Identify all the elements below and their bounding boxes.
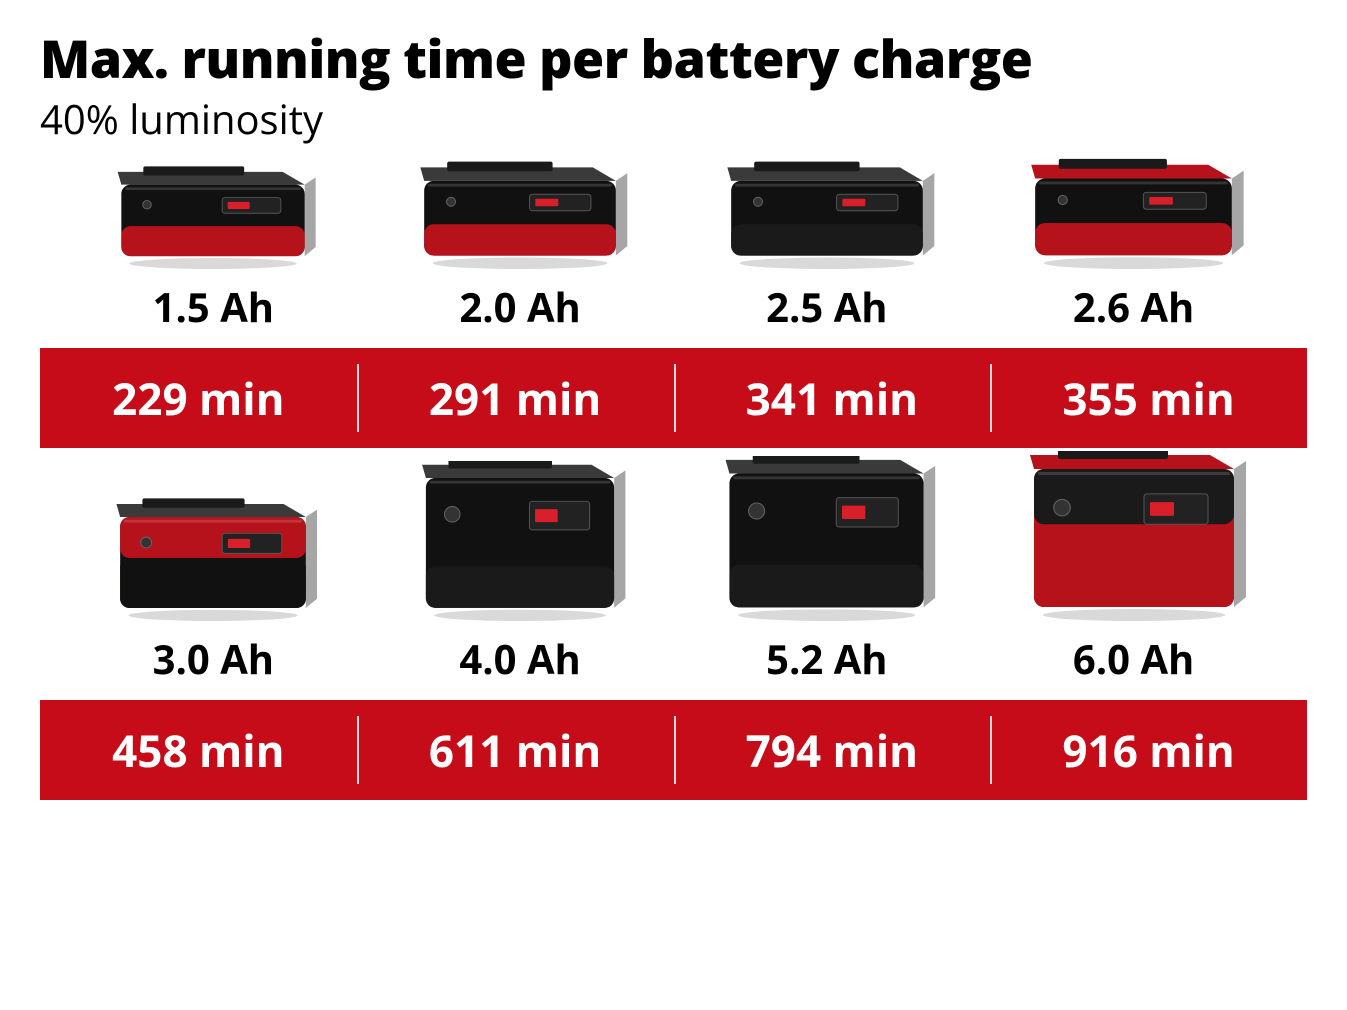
battery-icon: [704, 456, 949, 621]
runtime-value: 355 min: [990, 348, 1307, 448]
capacity-label: 2.6 Ah: [1073, 279, 1194, 334]
runtime-value: 229 min: [40, 348, 357, 448]
battery-cell: 2.5 Ah: [674, 174, 981, 334]
capacity-label: 3.0 Ah: [153, 631, 274, 686]
battery-icon: [98, 491, 328, 621]
battery-cell: 5.2 Ah: [674, 486, 981, 686]
battery-cell: 3.0 Ah: [60, 486, 367, 686]
battery-image: [400, 154, 640, 269]
runtime-value: 341 min: [674, 348, 991, 448]
capacity-label: 5.2 Ah: [766, 631, 887, 686]
battery-image: [400, 461, 640, 621]
runtime-value: 794 min: [674, 700, 991, 800]
battery-icon: [98, 159, 328, 269]
battery-icon: [400, 461, 640, 621]
battery-row: 1.5 Ah 2.0 Ah 2.5 Ah 2.6 Ah: [40, 174, 1307, 334]
battery-cell: 6.0 Ah: [980, 486, 1287, 686]
battery-cell: 2.6 Ah: [980, 174, 1287, 334]
battery-row: 3.0 Ah 4.0 Ah 5.2 Ah 6.0 Ah: [40, 486, 1307, 686]
battery-cell: 2.0 Ah: [367, 174, 674, 334]
runtime-value: 458 min: [40, 700, 357, 800]
battery-image: [707, 154, 947, 269]
page-subtitle: 40% luminosity: [40, 91, 1307, 146]
battery-image: [98, 159, 328, 269]
battery-image: [1011, 151, 1256, 269]
battery-icon: [400, 154, 640, 269]
capacity-label: 2.5 Ah: [766, 279, 887, 334]
runtime-value: 611 min: [357, 700, 674, 800]
battery-icon: [1011, 151, 1256, 269]
runtime-bar: 458 min611 min794 min916 min: [40, 700, 1307, 800]
battery-cell: 4.0 Ah: [367, 486, 674, 686]
battery-image: [704, 456, 949, 621]
runtime-value: 916 min: [990, 700, 1307, 800]
capacity-label: 1.5 Ah: [153, 279, 274, 334]
capacity-label: 6.0 Ah: [1073, 631, 1194, 686]
page-title: Max. running time per battery charge: [40, 30, 1307, 87]
battery-icon: [1009, 451, 1259, 621]
battery-image: [98, 491, 328, 621]
battery-cell: 1.5 Ah: [60, 174, 367, 334]
battery-image: [1009, 451, 1259, 621]
runtime-value: 291 min: [357, 348, 674, 448]
capacity-label: 2.0 Ah: [459, 279, 580, 334]
battery-runtime-chart: 1.5 Ah 2.0 Ah 2.5 Ah 2.6 Ah 229 min291 min34…: [40, 174, 1307, 800]
runtime-bar: 229 min291 min341 min355 min: [40, 348, 1307, 448]
capacity-label: 4.0 Ah: [459, 631, 580, 686]
battery-icon: [707, 154, 947, 269]
